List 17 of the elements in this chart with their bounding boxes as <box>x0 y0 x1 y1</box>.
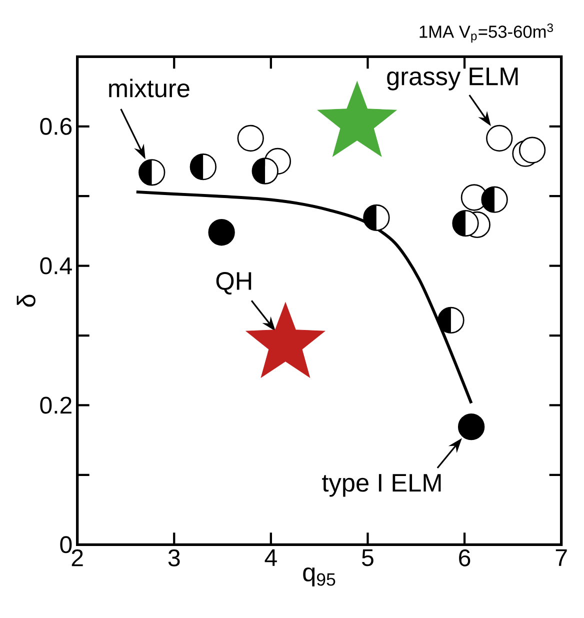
y-axis-title: δ <box>16 294 36 307</box>
y-tick-label: 0 <box>60 536 72 554</box>
annotation: grassy ELM <box>387 68 518 90</box>
x-tick-label: 4 <box>264 549 277 566</box>
annotation: type I ELM <box>322 474 441 497</box>
y-tick-label: 0.2 <box>40 396 72 414</box>
y-tick-label: 0.4 <box>40 257 72 274</box>
x-tick-label: 2 <box>72 549 83 566</box>
x-axis-title: q$_{95}$ <box>303 568 336 586</box>
x-tick-label: 7 <box>556 549 567 566</box>
annotation: QH <box>216 272 252 294</box>
y-tick-label: 0.6 <box>40 118 72 135</box>
x-tick-label: 5 <box>362 549 374 566</box>
annotation: mixture <box>109 78 190 98</box>
x-tick-label: 3 <box>168 549 180 566</box>
x-tick-label: 6 <box>459 549 470 566</box>
chart-title: 1MA V$_{p}$=53-60m$^{3}$ <box>420 23 553 43</box>
